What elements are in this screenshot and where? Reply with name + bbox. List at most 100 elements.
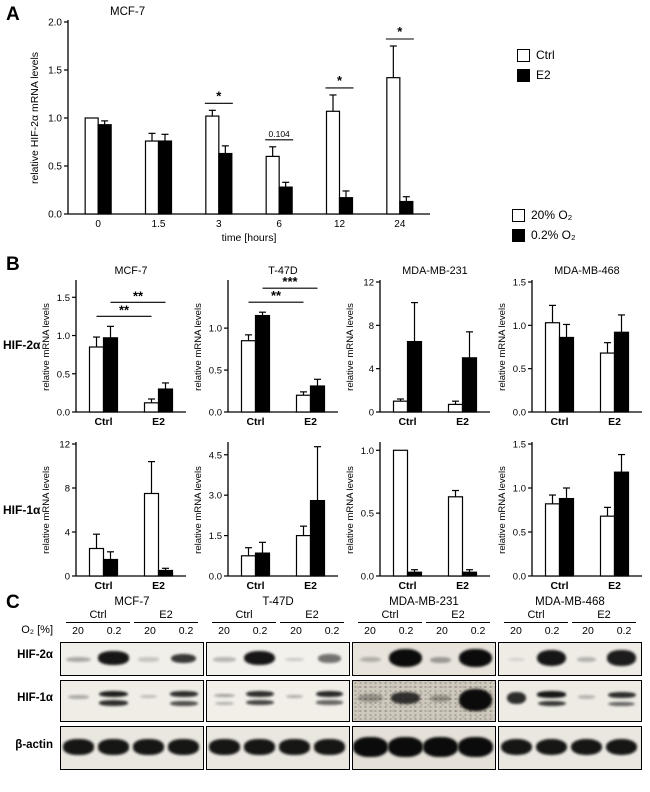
bar-chart-svg: 0 4 8 12 Ctrl E2 relative mRNA levels <box>41 440 186 592</box>
bar <box>325 110 341 215</box>
bar <box>338 197 354 215</box>
x-category-label: 3 <box>216 219 222 230</box>
blot-hif2a-mdamb468 <box>498 642 642 676</box>
protein-band <box>213 657 236 662</box>
bar <box>88 346 105 413</box>
y-tick-label: 0.0 <box>513 572 526 583</box>
blot-group-t47d: T-47D Ctrl E2 20 0.2 20 0.2 <box>206 596 350 788</box>
bar <box>254 552 271 577</box>
lane-label: 20 <box>290 625 302 637</box>
bar <box>240 340 257 413</box>
y-tick-label: 12 <box>59 440 70 451</box>
protein-band <box>245 700 274 706</box>
row-label-hif2a: HIF-2α <box>3 338 41 352</box>
protein-band <box>388 648 423 668</box>
condition-ctrl: Ctrl <box>212 609 276 623</box>
protein-band <box>318 654 341 664</box>
y-tick-label: 0.0 <box>513 408 526 419</box>
lane-label: 0.2 <box>616 625 632 637</box>
significance-label: * <box>216 88 222 103</box>
y-tick-label: 0.0 <box>57 408 70 419</box>
bar <box>613 331 630 413</box>
protein-band <box>430 656 451 663</box>
significance-label: ** <box>119 302 130 317</box>
x-category-label: 12 <box>334 219 346 230</box>
lane-label: 20 <box>364 625 376 637</box>
y-axis-label: relative mRNA levels <box>193 466 204 554</box>
y-axis-label: relative mRNA levels <box>193 303 204 391</box>
y-tick-label: 0.0 <box>48 210 62 221</box>
bar <box>157 569 174 577</box>
protein-band <box>171 653 196 664</box>
lane-label: 0.2 <box>470 625 486 637</box>
bar <box>544 322 561 413</box>
protein-band <box>536 691 567 698</box>
o2-percent-label: O₂ [%] <box>21 624 53 636</box>
blot-hif1a-mdamb231 <box>352 680 496 722</box>
protein-band <box>314 739 345 755</box>
ctrl-swatch <box>517 48 530 62</box>
bar <box>392 400 409 413</box>
legend-item-20-o2: 20% O₂ <box>512 208 576 222</box>
chart-title: T-47D <box>268 265 298 277</box>
row-label-hif1a: HIF-1α <box>3 503 41 517</box>
y-tick-label: 0.0 <box>209 572 222 583</box>
x-category-label: Ctrl <box>550 416 568 428</box>
y-axis-label: relative HIF-2α mRNA levels <box>29 52 41 184</box>
chart-hif2a-mdamb231: 0 4 8 12 Ctrl E2 MDA-MB-231 relative mRNA level… <box>344 262 494 428</box>
lane-label: 20 <box>510 625 522 637</box>
bar <box>144 140 160 215</box>
y-tick-label: 0 <box>65 572 70 583</box>
y-tick-label: 0.5 <box>361 509 374 520</box>
bar <box>461 357 478 413</box>
y-axis-label: relative mRNA levels <box>497 466 508 554</box>
o2-20-swatch <box>512 208 525 222</box>
bar <box>309 499 326 577</box>
condition-ctrl: Ctrl <box>358 609 422 623</box>
bar <box>386 77 401 215</box>
bar <box>558 497 575 577</box>
y-tick-label: 1.0 <box>513 484 526 495</box>
x-axis-label: time [hours] <box>222 232 277 244</box>
bar <box>392 449 409 577</box>
bar <box>558 336 575 413</box>
protein-band <box>430 694 451 702</box>
cell-line-name: MCF-7 <box>114 596 150 608</box>
bar-chart-svg: 0.0 0.5 1.0 1.5 Ctrl E2 **** MCF-7 relative mRNA… <box>41 265 186 428</box>
bar <box>265 155 280 215</box>
chart-hif1a-mdamb231: 0.0 0.5 1.0 Ctrl E2 relative mRNA levels <box>344 430 494 592</box>
x-category-label: 1.5 <box>152 219 166 230</box>
bar <box>295 394 312 413</box>
protein-band <box>169 691 198 697</box>
lane-label: 0.2 <box>544 625 560 637</box>
cell-line-name: T-47D <box>262 596 294 608</box>
y-axis-label: relative mRNA levels <box>41 466 52 554</box>
protein-band <box>315 690 344 697</box>
protein-band <box>214 693 235 698</box>
bar <box>295 534 312 577</box>
e2-label: E2 <box>536 68 551 82</box>
bar <box>88 547 105 577</box>
y-tick-label: 3.0 <box>209 491 222 502</box>
y-tick-label: 0.0 <box>209 408 222 419</box>
lane-label: 0.2 <box>106 625 122 637</box>
protein-band <box>285 694 304 698</box>
x-category-label: E2 <box>608 580 621 592</box>
cell-line-name: MDA-MB-231 <box>389 596 459 608</box>
protein-band <box>458 648 493 668</box>
blot-group-mdamb231: MDA-MB-231 Ctrl E2 20 0.2 20 0.2 <box>352 596 496 788</box>
y-axis-label: relative mRNA levels <box>345 466 356 554</box>
bar <box>143 492 160 577</box>
o2-20-label: 20% O₂ <box>531 208 573 222</box>
x-category-label: Ctrl <box>94 416 112 428</box>
bar-chart-svg: 0.0 0.5 1.0 Ctrl E2 relative mRNA levels <box>345 442 490 592</box>
x-category-label: E2 <box>456 416 469 428</box>
bar-chart-svg: 0.0 0.5 1.0 1.5 2.0 0 1.5 3 6 12 24 * 0.104 * * MCF-7 re… <box>29 6 430 244</box>
bar <box>599 352 616 413</box>
bar <box>406 571 423 577</box>
bar <box>613 471 630 577</box>
panel-b-letter: B <box>6 254 20 275</box>
bar-chart-svg: 0 4 8 12 Ctrl E2 MDA-MB-231 relative mRNA level… <box>345 265 490 428</box>
protein-band <box>63 739 94 755</box>
chart-title: MDA-MB-231 <box>402 265 467 277</box>
